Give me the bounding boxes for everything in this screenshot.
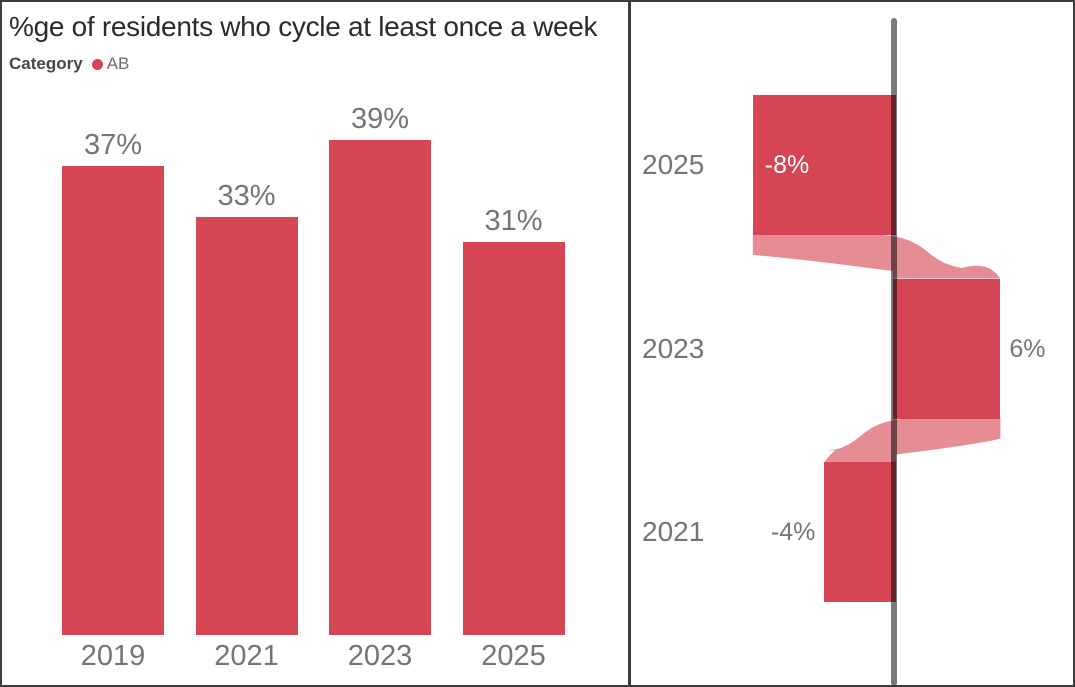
column-data-label: 39% bbox=[350, 103, 410, 136]
chart-title: %ge of residents who cycle at least once… bbox=[9, 11, 598, 42]
x-axis-category-label: 2019 bbox=[80, 640, 146, 672]
column-2019[interactable] bbox=[62, 165, 164, 635]
y-axis-category-label: 2025 bbox=[642, 149, 705, 180]
legend-field-label: Category bbox=[9, 54, 83, 73]
x-axis-category-label: 2021 bbox=[214, 640, 279, 672]
legend-dot-icon bbox=[91, 58, 103, 70]
variance-bar-2023[interactable] bbox=[893, 278, 1001, 419]
variance-bar-2021[interactable] bbox=[824, 462, 896, 602]
y-axis-category-label: 2023 bbox=[642, 332, 705, 364]
column-data-label: 37% bbox=[83, 128, 143, 161]
variance-data-label: -4% bbox=[770, 518, 816, 546]
column-2021[interactable] bbox=[195, 216, 298, 635]
column-data-label: 31% bbox=[484, 204, 543, 237]
variance-bar-2025[interactable] bbox=[752, 95, 896, 235]
y-axis-category-label: 2021 bbox=[642, 516, 705, 547]
variance-data-label: 6% bbox=[1009, 334, 1046, 363]
legend: Category AB bbox=[9, 53, 129, 75]
variance-data-label: -8% bbox=[764, 151, 810, 179]
legend-item-label[interactable]: AB bbox=[106, 54, 130, 73]
column-2023[interactable] bbox=[329, 140, 431, 635]
column-data-label: 33% bbox=[217, 179, 276, 212]
baseline-axis-line bbox=[890, 18, 897, 685]
x-axis-category-label: 2023 bbox=[347, 640, 413, 672]
panel-divider bbox=[628, 2, 631, 685]
column-2025[interactable] bbox=[462, 241, 565, 635]
x-axis-category-label: 2025 bbox=[481, 640, 546, 672]
ribbon-connector[interactable] bbox=[752, 235, 1001, 279]
ribbon-connector[interactable] bbox=[824, 418, 1001, 463]
